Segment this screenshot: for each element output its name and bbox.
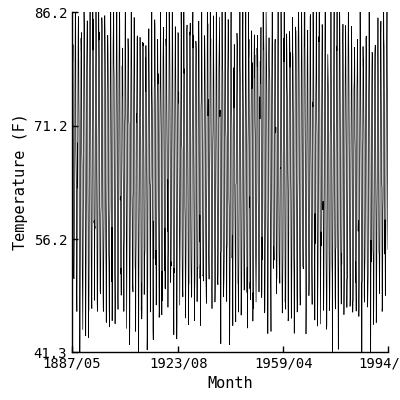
X-axis label: Month: Month <box>207 376 253 392</box>
Y-axis label: Temperature (F): Temperature (F) <box>13 114 28 250</box>
